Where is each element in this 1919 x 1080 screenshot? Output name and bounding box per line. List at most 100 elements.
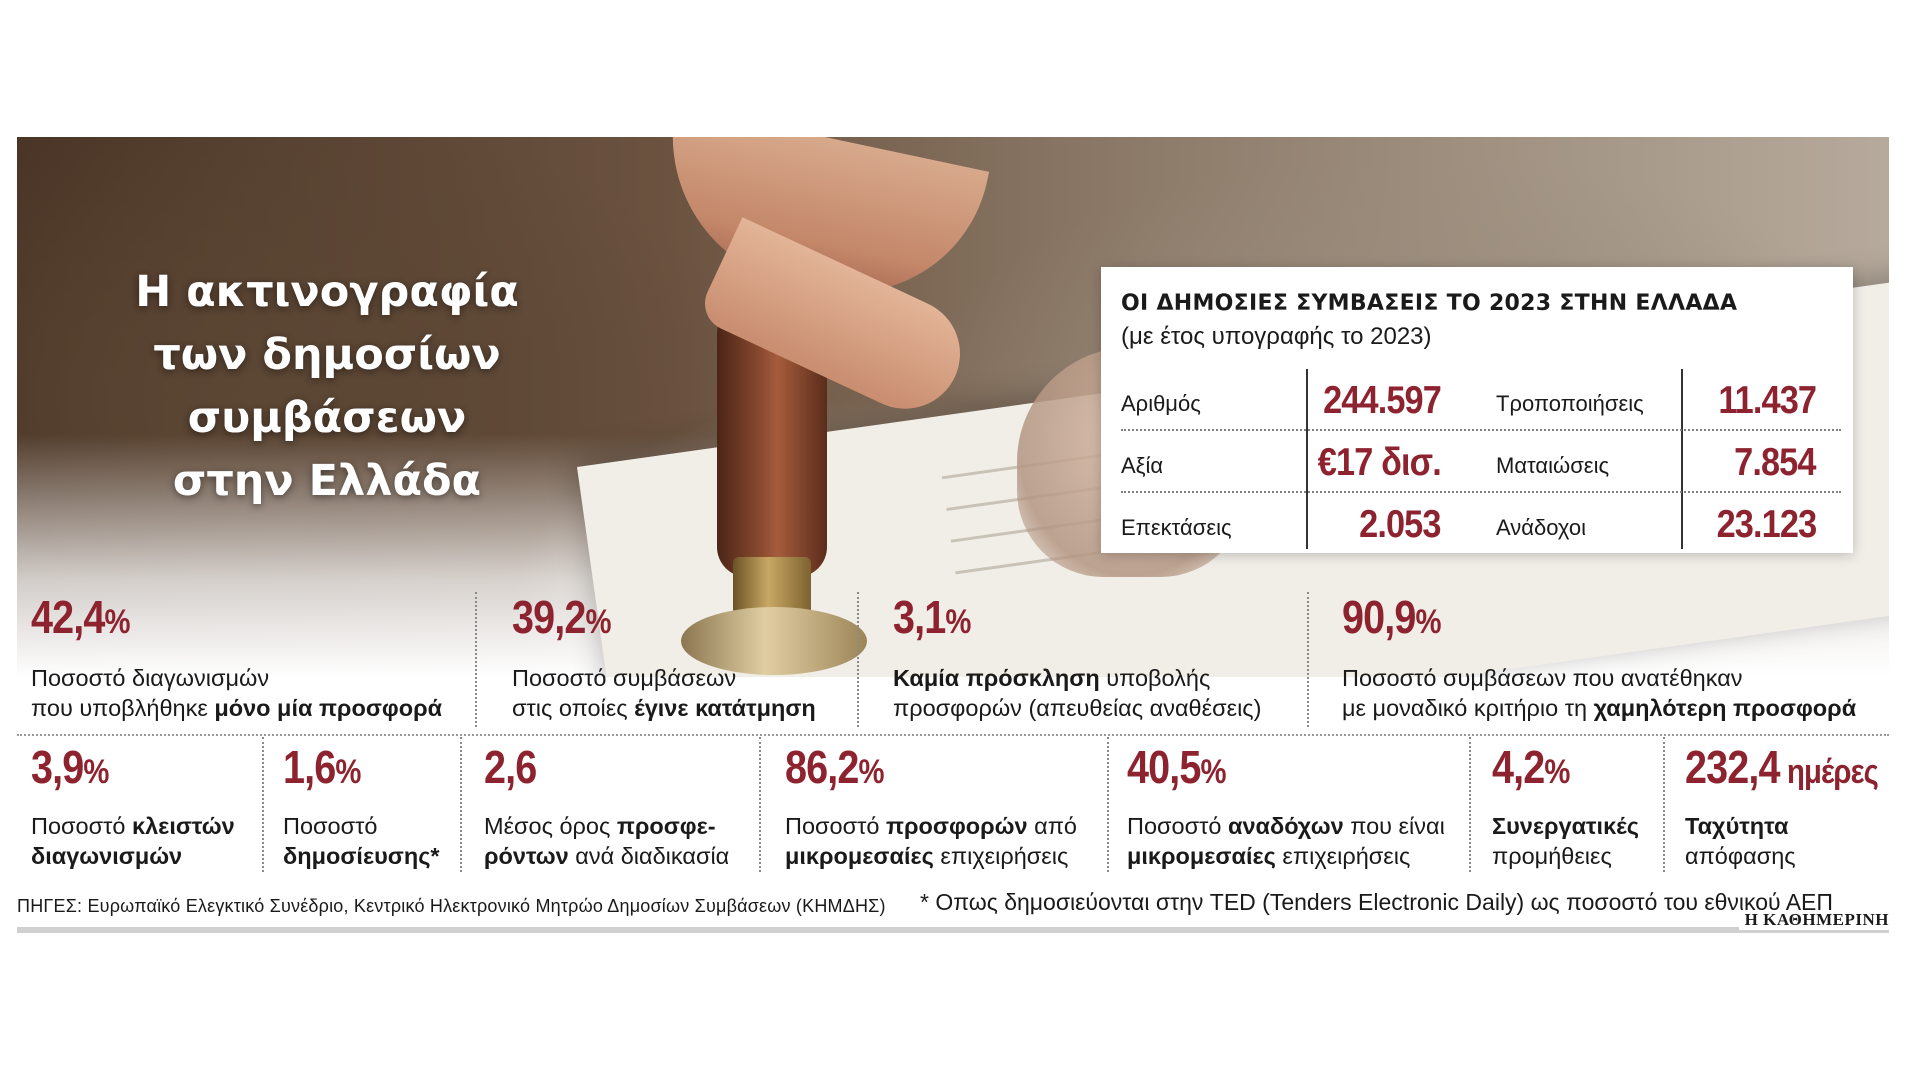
- hero-title-line: στην Ελλάδα: [172, 456, 482, 506]
- stat-value: 90,9%: [1342, 591, 1442, 647]
- stat-text-bold: προσφορών: [886, 813, 1028, 839]
- panel-value: 23.123: [1716, 503, 1817, 546]
- stat-number: 39,2: [512, 591, 586, 643]
- hero-title-line: συμβάσεων: [187, 393, 467, 443]
- stat-text-bold: έγινε κατάτμηση: [634, 695, 816, 721]
- stat-number: 2,6: [484, 741, 537, 793]
- footnote-text: * Οπως δημοσιεύονται στην TED (Tenders E…: [920, 889, 1833, 915]
- stat-text-bold: Συνεργατικές: [1492, 813, 1640, 839]
- stat-no-invitation: 3,1% Καμία πρόσκληση υποβολής προσφορών …: [893, 592, 1261, 723]
- stat-value: 4,2%: [1492, 742, 1570, 797]
- stat-sme-offers: 86,2% Ποσοστό προσφορών από μικρομεσαίες…: [785, 742, 1077, 871]
- summary-panel: ΟΙ ΔΗΜΟΣΙΕΣ ΣΥΜΒΑΣΕΙΣ ΤΟ 2023 ΣΤΗΝ ΕΛΛΑΔ…: [1101, 267, 1853, 553]
- stat-text: επιχειρήσεις: [933, 843, 1069, 869]
- stat-unit: %: [858, 753, 885, 791]
- stat-text: που υποβλήθηκε: [31, 695, 215, 721]
- panel-divider: [1681, 369, 1683, 549]
- stat-description: Ποσοστό αναδόχων που είναι μικρομεσαίες …: [1127, 811, 1445, 871]
- stat-number: 40,5: [1127, 741, 1201, 793]
- panel-value: 11.437: [1718, 379, 1817, 422]
- stat-decision-speed: 232,4 ημέρες Ταχύτητα απόφασης: [1685, 742, 1909, 871]
- panel-grid: Αριθμός 244.597 Τροποποιήσεις 11.437 Αξί…: [1121, 369, 1841, 553]
- column-divider: [1469, 737, 1471, 872]
- panel-row: Επεκτάσεις 2.053 Ανάδοχοι 23.123: [1121, 493, 1841, 553]
- column-divider: [1107, 737, 1109, 872]
- stat-unit: %: [1415, 603, 1442, 641]
- stat-description: Ποσοστό συμβάσεων που ανατέθηκαν με μονα…: [1342, 663, 1856, 723]
- panel-value: 7.854: [1734, 441, 1817, 484]
- stat-text: Ποσοστό: [283, 813, 378, 839]
- stat-value: 3,1%: [893, 592, 971, 647]
- stat-value: 39,2%: [512, 591, 612, 647]
- stat-unit: ημέρες: [1779, 753, 1879, 791]
- stat-text-bold: μικρομεσαίες: [785, 843, 934, 869]
- stat-number: 42,4: [31, 591, 105, 643]
- stat-publication: 1,6% Ποσοστό δημοσίευσης*: [283, 742, 440, 871]
- panel-label: Αξία: [1121, 453, 1164, 478]
- stat-number: 3,9: [31, 741, 84, 793]
- stat-text-bold: προσφε-: [616, 813, 716, 839]
- sources-text: ΠΗΓΕΣ: Ευρωπαϊκό Ελεγκτικό Συνέδριο, Κεν…: [17, 896, 886, 916]
- stat-description: Ποσοστό προσφορών από μικρομεσαίες επιχε…: [785, 811, 1077, 871]
- panel-label: Ανάδοχοι: [1496, 515, 1586, 540]
- stat-text: που είναι: [1343, 813, 1445, 839]
- stat-text: ανά διαδικασία: [568, 843, 730, 869]
- footer-rule: [17, 927, 1889, 933]
- stat-value: 1,6%: [283, 742, 361, 797]
- hero-title-line: των δημοσίων: [153, 330, 501, 380]
- column-divider: [460, 737, 462, 872]
- column-divider: [759, 737, 761, 872]
- panel-label: Τροποποιήσεις: [1496, 391, 1644, 416]
- stat-text-bold: ρόντων: [484, 843, 569, 869]
- column-divider: [1307, 592, 1309, 727]
- stat-unit: %: [335, 753, 361, 791]
- panel-value: €17 δισ.: [1317, 441, 1442, 484]
- stat-text-bold: χαμηλότερη προσφορά: [1593, 695, 1857, 721]
- stat-number: 232,4: [1685, 741, 1781, 793]
- stat-text: προσφορών (απευθείας αναθέσεις): [893, 695, 1262, 721]
- row-divider: [17, 734, 1889, 736]
- stat-text-bold: μικρομεσαίες: [1127, 843, 1276, 869]
- stat-unit: %: [83, 753, 109, 791]
- stat-text: υποβολής: [1099, 665, 1211, 691]
- stat-number: 4,2: [1492, 741, 1545, 793]
- stat-text-bold: κλειστών: [132, 813, 235, 839]
- stat-value: 3,9%: [31, 742, 109, 797]
- column-divider: [1663, 737, 1665, 872]
- panel-row: Αριθμός 244.597 Τροποποιήσεις 11.437: [1121, 369, 1841, 431]
- stat-text: προμήθειες: [1492, 843, 1612, 869]
- stat-value: 86,2%: [785, 741, 885, 797]
- column-divider: [857, 592, 859, 727]
- stat-text-bold: Καμία πρόσκληση: [893, 665, 1100, 691]
- stat-value: 2,6: [484, 741, 537, 797]
- stat-description: Ποσοστό διαγωνισμών που υποβλήθηκε μόνο …: [31, 663, 442, 723]
- panel-subtitle: (με έτος υπογραφής το 2023): [1121, 323, 1432, 350]
- stat-description: Ποσοστό δημοσίευσης*: [283, 811, 440, 871]
- panel-title: ΟΙ ΔΗΜΟΣΙΕΣ ΣΥΜΒΑΣΕΙΣ ΤΟ 2023 ΣΤΗΝ ΕΛΛΑΔ…: [1121, 291, 1738, 316]
- hero-title: Η ακτινογραφία των δημοσίων συμβάσεων στ…: [117, 261, 537, 513]
- stat-avg-bidders: 2,6 Μέσος όρος προσφε- ρόντων ανά διαδικ…: [484, 742, 729, 871]
- stat-description: Ταχύτητα απόφασης: [1685, 811, 1909, 871]
- stat-text: επιχειρήσεις: [1275, 843, 1411, 869]
- stat-text: Μέσος όρος: [484, 813, 617, 839]
- stat-single-offer: 42,4% Ποσοστό διαγωνισμών που υποβλήθηκε…: [31, 592, 442, 723]
- stat-lowest-price: 90,9% Ποσοστό συμβάσεων που ανατέθηκαν μ…: [1342, 592, 1856, 723]
- stat-text: απόφασης: [1685, 843, 1796, 869]
- stat-text: Ποσοστό συμβάσεων που ανατέθηκαν: [1342, 665, 1743, 691]
- stat-text-bold: Ταχύτητα: [1685, 813, 1789, 839]
- stat-unit: %: [104, 603, 131, 641]
- column-divider: [475, 592, 477, 727]
- stat-text-bold: διαγωνισμών: [31, 843, 183, 869]
- infographic: Η ακτινογραφία των δημοσίων συμβάσεων στ…: [17, 137, 1889, 933]
- stat-unit: %: [1544, 753, 1570, 791]
- stat-text-bold: μόνο μία προσφορά: [214, 695, 443, 721]
- stat-description: Ποσοστό κλειστών διαγωνισμών: [31, 811, 235, 871]
- panel-label: Αριθμός: [1121, 391, 1201, 416]
- stat-text: Ποσοστό: [785, 813, 886, 839]
- stat-text: στις οποίες: [512, 695, 635, 721]
- stat-number: 90,9: [1342, 591, 1416, 643]
- stat-number: 86,2: [785, 741, 859, 793]
- stat-description: Καμία πρόσκληση υποβολής προσφορών (απευ…: [893, 663, 1261, 723]
- stat-description: Ποσοστό συμβάσεων στις οποίες έγινε κατά…: [512, 663, 816, 723]
- stat-description: Συνεργατικές προμήθειες: [1492, 811, 1639, 871]
